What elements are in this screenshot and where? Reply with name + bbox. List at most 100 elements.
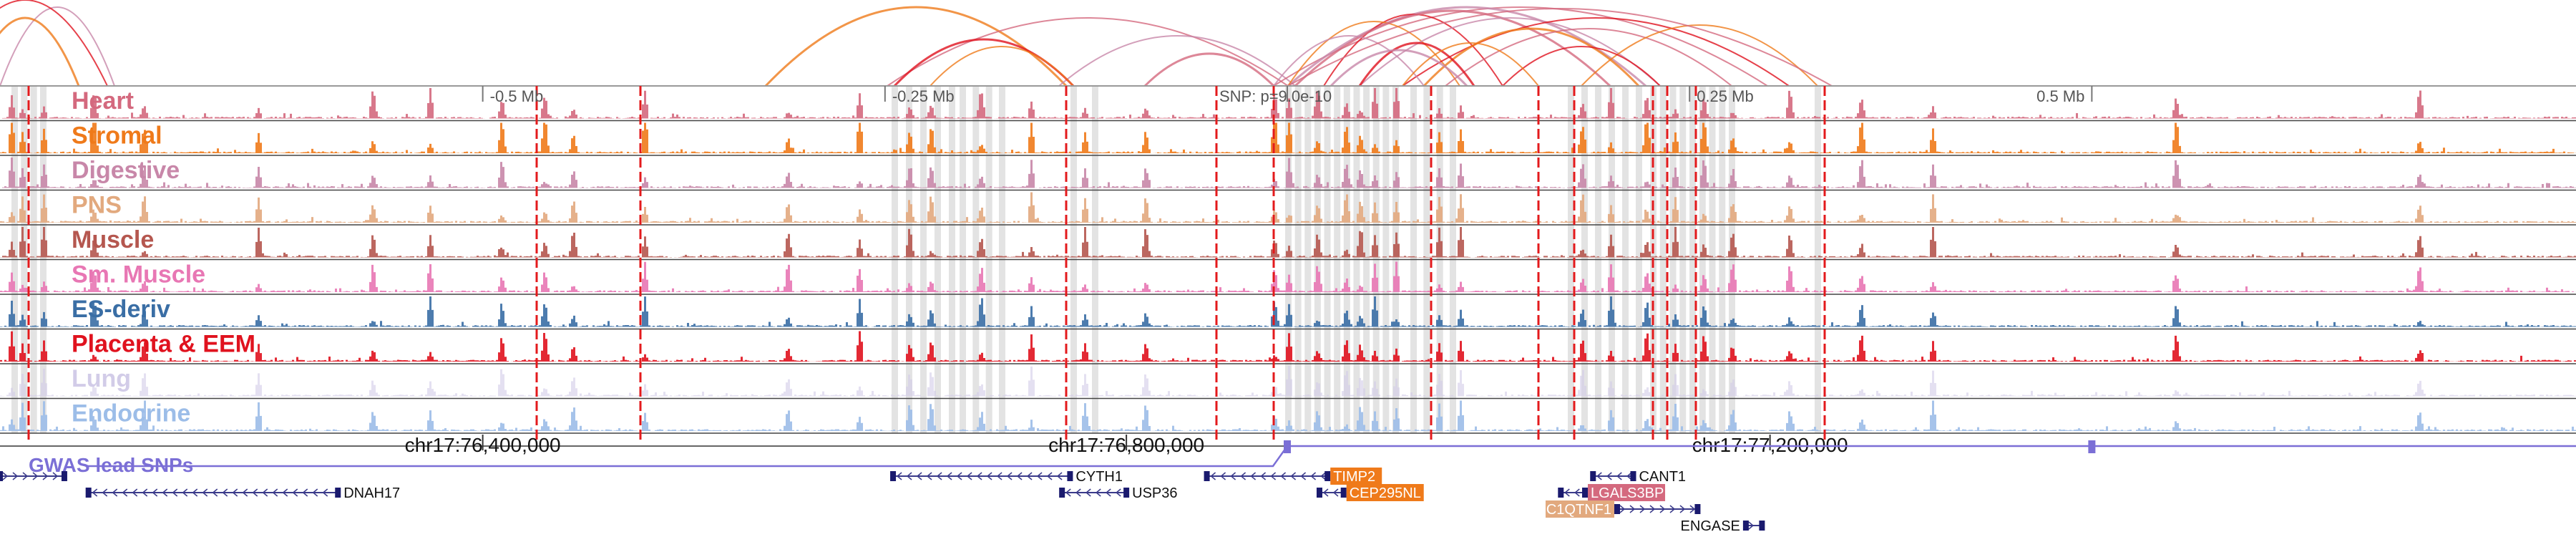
strand-arrow xyxy=(322,488,328,497)
strand-arrow xyxy=(1220,472,1226,480)
strand-arrow xyxy=(302,488,308,497)
strand-arrow xyxy=(986,472,992,480)
chrom-tick-label: chr17:77,200,000 xyxy=(1692,434,1848,456)
strand-arrow xyxy=(1230,472,1236,480)
track-placenta-eem xyxy=(0,331,2576,364)
track-label: Stromal xyxy=(72,122,162,150)
strand-arrow xyxy=(1096,488,1101,497)
track-label: PNS xyxy=(72,192,122,219)
track-sm-muscle xyxy=(0,261,2576,295)
track-label: Endocrine xyxy=(72,400,190,427)
gene-label: TIMP2 xyxy=(1333,469,1375,485)
strand-arrow xyxy=(32,472,39,480)
scale-tick-label: -0.25 Mb xyxy=(892,87,955,105)
strand-arrow xyxy=(1669,505,1676,513)
chromosome-axis: chr17:76,400,000 chr17:76,800,000 chr17:77… xyxy=(0,434,2576,476)
strand-arrow xyxy=(966,472,972,480)
strand-arrow xyxy=(1616,472,1622,480)
track-lung xyxy=(0,366,2576,400)
strand-arrow xyxy=(152,488,158,497)
gene-gs1: GS1 xyxy=(0,471,67,481)
strand-arrow xyxy=(1606,472,1612,480)
gene-c1qtnf1: C1QTNF1 xyxy=(1545,500,1701,518)
chromatin-loop-arc xyxy=(1143,52,1275,87)
strand-arrow xyxy=(1300,472,1307,480)
gene-exon xyxy=(1340,488,1347,498)
strand-arrow xyxy=(42,472,49,480)
gene-cep295nl: CEP295NL xyxy=(1316,484,1424,501)
gene-exon xyxy=(1316,488,1322,498)
strand-arrow xyxy=(1626,472,1632,480)
strand-arrow xyxy=(956,472,962,480)
gwas-lead-snp-marker xyxy=(2088,440,2096,453)
chromatin-loop-arc xyxy=(1445,28,1732,87)
strand-arrow xyxy=(1619,505,1626,513)
gene-highlight xyxy=(1588,484,1666,501)
track-signal xyxy=(0,400,2576,431)
strand-arrow xyxy=(162,488,168,497)
strand-arrow xyxy=(2,472,9,480)
chromatin-loop-arc xyxy=(0,16,80,87)
strand-arrow xyxy=(92,488,98,497)
strand-arrow xyxy=(1036,472,1043,480)
chromatin-loop-arcs xyxy=(0,0,2576,87)
strand-arrow xyxy=(52,472,59,480)
lead-snp-label: SNP: p=9.0e-10 xyxy=(1219,87,1332,105)
strand-arrow xyxy=(946,472,952,480)
chromatin-loop-arc xyxy=(1581,24,1818,87)
gwas-variant-markers xyxy=(27,86,1826,444)
strand-arrow xyxy=(1310,472,1317,480)
gene-exon xyxy=(1590,471,1596,481)
gene-dnah17: DNAH17 xyxy=(85,485,400,501)
strand-arrow xyxy=(906,472,912,480)
chromatin-loop-arc xyxy=(1402,42,1539,87)
gwas-track-label: GWAS lead SNPs xyxy=(29,454,193,476)
chromatin-loop-arc xyxy=(1402,17,1790,87)
gene-label: ENGASE xyxy=(1681,518,1740,534)
gene-label: C1QTNF1 xyxy=(1546,502,1611,518)
gene-exon xyxy=(1324,471,1331,481)
chromatin-loop-arc xyxy=(1323,14,1503,87)
chrom-tick-label: chr17:76,800,000 xyxy=(1048,434,1204,456)
strand-arrow xyxy=(1290,472,1297,480)
strand-arrow xyxy=(996,472,1002,480)
track-signal xyxy=(0,88,2576,119)
gene-exon xyxy=(1558,488,1564,498)
strand-arrow xyxy=(292,488,298,497)
strand-arrow xyxy=(182,488,188,497)
track-label: Sm. Muscle xyxy=(72,261,205,289)
gene-exon xyxy=(1614,504,1620,514)
gene-timp2: TIMP2 xyxy=(1204,468,1382,485)
strand-arrow xyxy=(1574,488,1580,497)
strand-arrow xyxy=(1596,472,1602,480)
gene-label: CEP295NL xyxy=(1350,485,1421,501)
strand-arrow xyxy=(1260,472,1267,480)
strand-arrow xyxy=(252,488,258,497)
track-signal xyxy=(0,192,2576,223)
strand-arrow xyxy=(1116,488,1121,497)
strand-arrow xyxy=(1106,488,1111,497)
strand-arrow xyxy=(1748,521,1755,530)
gene-highlight xyxy=(1346,484,1424,501)
strand-arrow xyxy=(1649,505,1656,513)
track-stromal xyxy=(0,122,2576,156)
track-label: Muscle xyxy=(72,226,154,253)
scale-tick-label: 0.25 Mb xyxy=(1697,87,1754,105)
strand-arrow xyxy=(232,488,238,497)
strand-arrow xyxy=(1250,472,1257,480)
chromatin-loop-arc xyxy=(1287,8,1833,87)
track-signal xyxy=(0,366,2576,397)
strand-arrow xyxy=(12,472,19,480)
gwas-lead-snp-line xyxy=(86,445,2576,468)
chromatin-loop-arc xyxy=(887,17,1289,87)
strand-arrow xyxy=(242,488,248,497)
strand-arrow xyxy=(1046,472,1053,480)
strand-arrow xyxy=(1270,472,1277,480)
track-signal xyxy=(0,261,2576,292)
strand-arrow xyxy=(936,472,942,480)
chromatin-loop-arc xyxy=(1287,21,1460,87)
track-label: Heart xyxy=(72,87,134,115)
strand-arrow xyxy=(122,488,128,497)
strand-arrow xyxy=(1026,472,1033,480)
